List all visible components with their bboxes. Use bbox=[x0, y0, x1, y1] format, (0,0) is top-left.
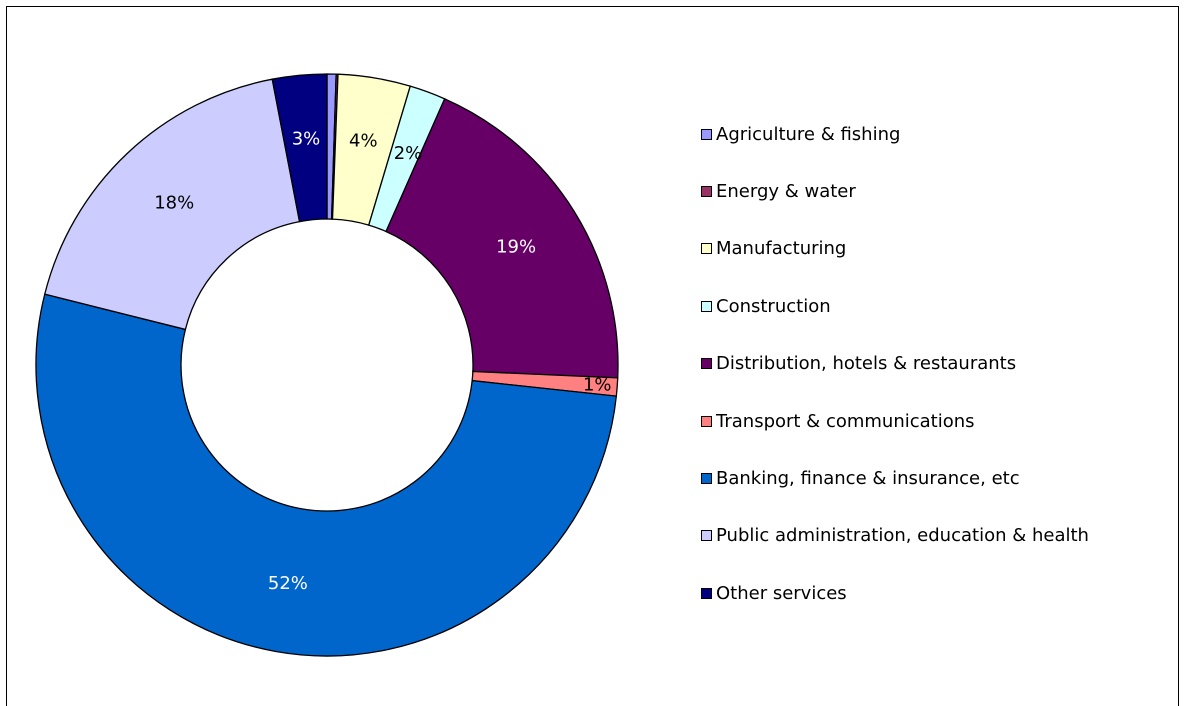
legend-item-other-services: Other services bbox=[701, 581, 847, 605]
legend-label: Public administration, education & healt… bbox=[716, 525, 1089, 547]
legend-label: Construction bbox=[716, 295, 831, 317]
legend-label: Other services bbox=[716, 582, 847, 604]
legend-swatch bbox=[701, 415, 712, 427]
legend-swatch bbox=[701, 358, 712, 370]
legend-item-transport-and-communications: Transport & communications bbox=[701, 409, 975, 433]
donut-chart: 4% 2% 19% 1% 52% 18% 3% bbox=[35, 73, 619, 657]
data-label-public-administration-education-and-health: 18% bbox=[154, 192, 194, 213]
legend-item-manufacturing: Manufacturing bbox=[701, 237, 846, 261]
legend-swatch bbox=[701, 472, 712, 484]
legend-label: Transport & communications bbox=[716, 410, 975, 432]
legend-item-construction: Construction bbox=[701, 294, 831, 318]
legend-item-banking-finance-and-insurance-etc: Banking, finance & insurance, etc bbox=[701, 466, 1020, 490]
legend-swatch bbox=[701, 587, 712, 599]
slice-distribution-hotels-and-restaurants bbox=[385, 98, 619, 379]
data-label-construction: 2% bbox=[394, 143, 423, 164]
legend-item-agriculture-and-fishing: Agriculture & fishing bbox=[701, 122, 900, 146]
legend-label: Banking, finance & insurance, etc bbox=[716, 467, 1020, 489]
legend-label: Distribution, hotels & restaurants bbox=[716, 353, 1017, 375]
data-label-other-services: 3% bbox=[292, 128, 321, 149]
legend-swatch bbox=[701, 243, 712, 255]
legend-swatch bbox=[701, 300, 712, 312]
legend-item-public-administration-education-and-health: Public administration, education & healt… bbox=[701, 524, 1089, 548]
slice-banking-finance-and-insurance-etc bbox=[35, 293, 618, 657]
chart-area: 4% 2% 19% 1% 52% 18% 3% Agriculture & fishing E… bbox=[6, 6, 1179, 706]
legend-swatch bbox=[701, 128, 712, 140]
legend-swatch bbox=[701, 185, 712, 197]
data-label-banking-finance-and-insurance-etc: 52% bbox=[268, 573, 308, 594]
data-label-transport-and-communications: 1% bbox=[583, 374, 612, 395]
data-label-manufacturing: 4% bbox=[349, 130, 378, 151]
legend-item-energy-and-water: Energy & water bbox=[701, 179, 856, 203]
data-label-distribution-hotels-and-restaurants: 19% bbox=[496, 237, 536, 258]
legend-label: Agriculture & fishing bbox=[716, 123, 901, 145]
legend-swatch bbox=[701, 530, 712, 542]
slice-other-services bbox=[271, 73, 328, 223]
legend-label: Manufacturing bbox=[716, 238, 847, 260]
slice-public-administration-education-and-health bbox=[43, 78, 301, 331]
legend-label: Energy & water bbox=[716, 180, 856, 202]
legend-item-distribution-hotels-and-restaurants: Distribution, hotels & restaurants bbox=[701, 352, 1016, 376]
